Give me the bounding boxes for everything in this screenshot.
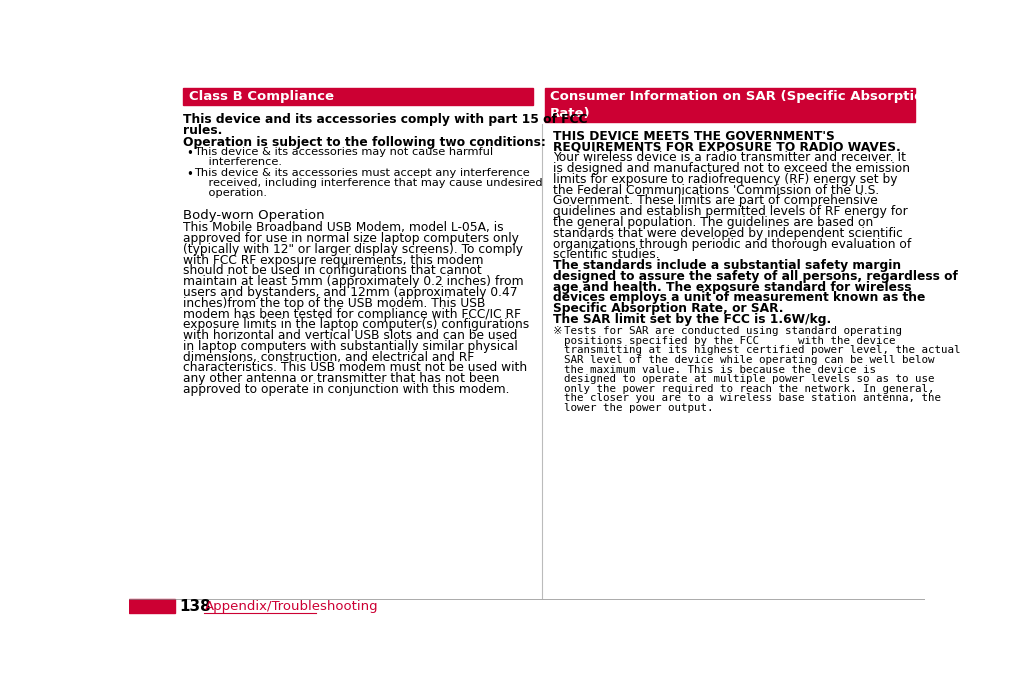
- Text: operation.: operation.: [193, 188, 266, 198]
- Text: lower the power output.: lower the power output.: [564, 403, 713, 413]
- Text: The standards include a substantial safety margin: The standards include a substantial safe…: [553, 259, 902, 272]
- Text: REQUIREMENTS FOR EXPOSURE TO RADIO WAVES.: REQUIREMENTS FOR EXPOSURE TO RADIO WAVES…: [553, 141, 901, 154]
- Text: limits for exposure to radiofrequency (RF) energy set by: limits for exposure to radiofrequency (R…: [553, 173, 897, 186]
- Text: any other antenna or transmitter that has not been: any other antenna or transmitter that ha…: [183, 372, 500, 386]
- Text: Appendix/Troubleshooting: Appendix/Troubleshooting: [205, 600, 378, 613]
- Text: This device & its accessories must accept any interference: This device & its accessories must accep…: [193, 168, 529, 178]
- Text: in laptop computers with substantially similar physical: in laptop computers with substantially s…: [183, 340, 517, 353]
- Text: modem has been tested for compliance with FCC/IC RF: modem has been tested for compliance wit…: [183, 308, 521, 321]
- Text: guidelines and establish permitted levels of RF energy for: guidelines and establish permitted level…: [553, 205, 908, 218]
- Bar: [183, 88, 534, 105]
- Text: THIS DEVICE MEETS THE GOVERNMENT'S: THIS DEVICE MEETS THE GOVERNMENT'S: [553, 129, 835, 143]
- Text: This device & its accessories may not cause harmful: This device & its accessories may not ca…: [193, 148, 492, 157]
- Text: organizations through periodic and thorough evaluation of: organizations through periodic and thoro…: [553, 237, 912, 251]
- Text: •: •: [186, 168, 192, 181]
- Text: the Federal Communications 'Commission of the U.S.: the Federal Communications 'Commission o…: [553, 184, 879, 196]
- Text: scientific studies.: scientific studies.: [553, 248, 660, 261]
- Text: approved for use in normal size laptop computers only: approved for use in normal size laptop c…: [183, 232, 518, 245]
- Text: designed to assure the safety of all persons, regardless of: designed to assure the safety of all per…: [553, 270, 958, 283]
- Text: approved to operate in conjunction with this modem.: approved to operate in conjunction with …: [183, 383, 509, 396]
- Text: the maximum value. This is because the device is: the maximum value. This is because the d…: [564, 365, 876, 374]
- Text: dimensions, construction, and electrical and RF: dimensions, construction, and electrical…: [183, 351, 474, 364]
- Text: 138: 138: [180, 599, 212, 614]
- Text: Consumer Information on SAR (Specific Absorption: Consumer Information on SAR (Specific Ab…: [550, 90, 932, 103]
- Text: should not be used in configurations that cannot: should not be used in configurations tha…: [183, 264, 481, 278]
- Text: designed to operate at multiple power levels so as to use: designed to operate at multiple power le…: [564, 374, 934, 384]
- Text: Government. These limits are part of comprehensive: Government. These limits are part of com…: [553, 194, 878, 207]
- Text: the general population. The guidelines are based on: the general population. The guidelines a…: [553, 216, 874, 229]
- Text: standards that were developed by independent scientific: standards that were developed by indepen…: [553, 227, 903, 239]
- Text: is designed and manufactured not to exceed the emission: is designed and manufactured not to exce…: [553, 162, 910, 175]
- Text: age and health. The exposure standard for wireless: age and health. The exposure standard fo…: [553, 280, 912, 294]
- Text: transmitting at its highest certified power level, the actual: transmitting at its highest certified po…: [564, 345, 960, 356]
- Text: ※: ※: [553, 326, 562, 336]
- Text: Specific Absorption Rate, or SAR.: Specific Absorption Rate, or SAR.: [553, 302, 783, 315]
- Text: with horizontal and vertical USB slots and can be used: with horizontal and vertical USB slots a…: [183, 329, 517, 342]
- Text: rules.: rules.: [183, 124, 222, 136]
- Text: The SAR limit set by the FCC is 1.6W/kg.: The SAR limit set by the FCC is 1.6W/kg.: [553, 313, 832, 326]
- Text: received, including interference that may cause undesired: received, including interference that ma…: [193, 178, 542, 188]
- Text: Body-worn Operation: Body-worn Operation: [183, 209, 325, 222]
- Text: This device and its accessories comply with part 15 of FCC: This device and its accessories comply w…: [183, 113, 587, 126]
- Text: SAR level of the device while operating can be well below: SAR level of the device while operating …: [564, 355, 934, 365]
- Text: devices employs a unit of measurement known as the: devices employs a unit of measurement kn…: [553, 292, 925, 304]
- Bar: [128, 599, 175, 613]
- Bar: [546, 88, 915, 122]
- Text: (typically with 12" or larger display screens). To comply: (typically with 12" or larger display sc…: [183, 243, 523, 256]
- Text: Tests for SAR are conducted using standard operating: Tests for SAR are conducted using standa…: [564, 326, 902, 336]
- Text: Your wireless device is a radio transmitter and receiver. It: Your wireless device is a radio transmit…: [553, 151, 907, 164]
- Text: Operation is subject to the following two conditions:: Operation is subject to the following tw…: [183, 136, 546, 149]
- Text: inches)from the top of the USB modem. This USB: inches)from the top of the USB modem. Th…: [183, 296, 485, 310]
- Text: characteristics. This USB modem must not be used with: characteristics. This USB modem must not…: [183, 361, 527, 374]
- Text: exposure limits in the laptop computer(s) configurations: exposure limits in the laptop computer(s…: [183, 318, 529, 331]
- Text: Rate): Rate): [550, 107, 591, 120]
- Text: Class B Compliance: Class B Compliance: [189, 90, 334, 103]
- Text: with FCC RF exposure requirements, this modem: with FCC RF exposure requirements, this …: [183, 253, 483, 267]
- Text: only the power required to reach the network. In general,: only the power required to reach the net…: [564, 383, 934, 394]
- Text: users and bystanders, and 12mm (approximately 0.47: users and bystanders, and 12mm (approxim…: [183, 286, 517, 299]
- Text: positions specified by the FCC      with the device: positions specified by the FCC with the …: [564, 335, 895, 346]
- Text: This Mobile Broadband USB Modem, model L-05A, is: This Mobile Broadband USB Modem, model L…: [183, 221, 504, 235]
- Text: maintain at least 5mm (approximately 0.2 inches) from: maintain at least 5mm (approximately 0.2…: [183, 275, 523, 288]
- Text: •: •: [186, 148, 192, 161]
- Text: interference.: interference.: [193, 157, 282, 168]
- Text: the closer you are to a wireless base station antenna, the: the closer you are to a wireless base st…: [564, 393, 941, 404]
